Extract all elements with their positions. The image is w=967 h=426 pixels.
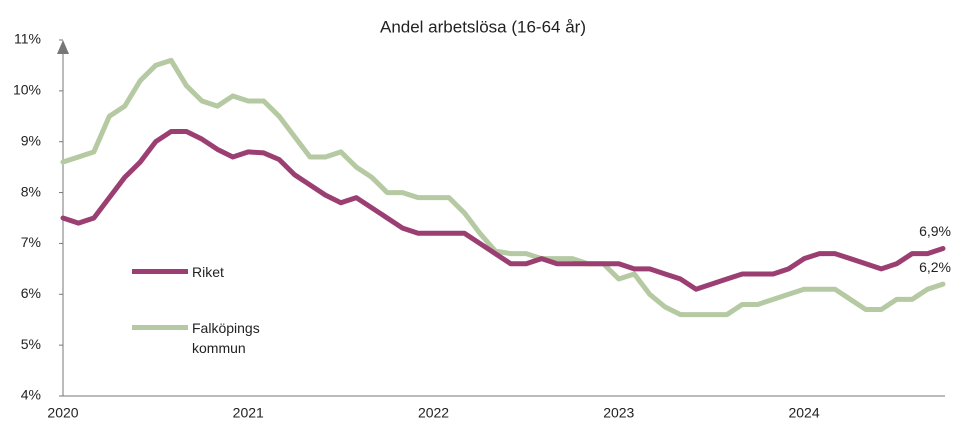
legend-item: Riket (132, 262, 292, 282)
data-label: 6,9% (919, 223, 951, 239)
x-tick-label: 2023 (603, 405, 634, 421)
series-line (60, 57, 946, 318)
y-tick-label: 4% (21, 387, 41, 403)
x-tick-label: 2024 (788, 405, 819, 421)
y-tick-label: 11% (14, 31, 41, 47)
legend-item: Falköpings kommun (132, 318, 292, 358)
legend-label: Falköpings kommun (192, 320, 260, 356)
y-tick-label: 7% (21, 234, 41, 250)
legend-swatch (132, 269, 188, 274)
x-tick-label: 2021 (233, 405, 264, 421)
y-tick-label: 8% (21, 183, 41, 199)
y-axis-arrow (57, 40, 69, 54)
x-tick-label: 2022 (418, 405, 449, 421)
x-tick-label: 2020 (47, 405, 78, 421)
legend-swatch (132, 325, 188, 330)
chart-title: Andel arbetslösa (16-64 år) (380, 17, 586, 36)
data-label: 6,2% (919, 259, 951, 275)
y-tick-label: 6% (21, 285, 41, 301)
series-line (60, 129, 946, 292)
y-tick-label: 9% (21, 132, 41, 148)
legend-label: Riket (192, 264, 224, 280)
y-tick-label: 5% (21, 336, 41, 352)
y-tick-label: 10% (13, 82, 41, 98)
